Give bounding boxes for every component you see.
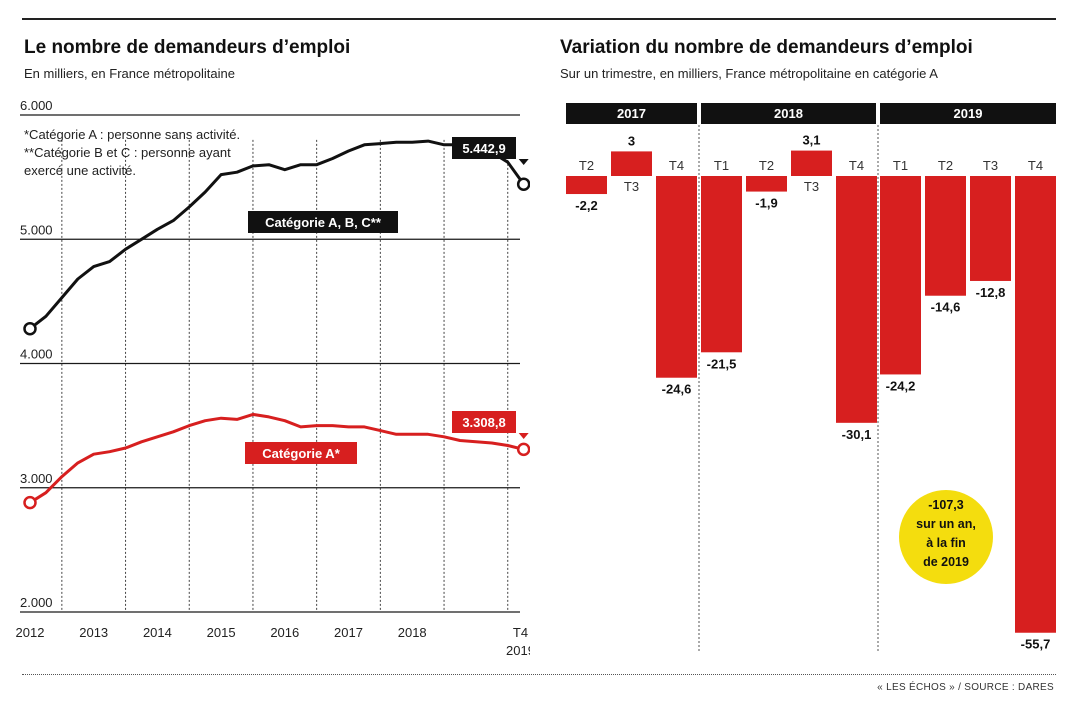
line-chart: 2.000 3.000 4.000 5.000 6.000 2012 2013 2014 201… xyxy=(16,98,530,658)
bar-value-label: -14,6 xyxy=(931,300,961,315)
end-value-label-abc: 5.442,9 xyxy=(452,137,529,165)
bar-category-label: T2 xyxy=(579,158,594,173)
year-label: 2019 xyxy=(954,106,983,121)
series-label-abc: Catégorie A, B, C** xyxy=(248,211,398,233)
end-value-label-a: 3.308,8 xyxy=(452,411,529,439)
bar-value-label: -12,8 xyxy=(976,285,1006,300)
bar xyxy=(656,176,697,378)
bar-value-label: -21,5 xyxy=(707,356,737,371)
footnote-category-a: *Catégorie A : personne sans activité. xyxy=(24,127,241,142)
x-tick-label: T4 xyxy=(513,625,528,640)
bar-category-label: T2 xyxy=(938,158,953,173)
x-tick-label: 2016 xyxy=(270,625,299,640)
bar-chart: 2017 2018 2019 T2 -2,2 T3 3 T4 -24,6 T1 -21,5 T2 -1,… xyxy=(566,103,1056,652)
year-label: 2018 xyxy=(774,106,803,121)
y-tick-label: 4.000 xyxy=(20,347,53,362)
year-header-2019 xyxy=(880,103,1056,124)
x-tick-label: 2013 xyxy=(79,625,108,640)
right-chart-subtitle: Sur un trimestre, en milliers, France mé… xyxy=(560,66,938,81)
bar-category-label: T3 xyxy=(624,179,639,194)
annual-callout-line: -107,3 xyxy=(928,498,963,512)
end-value-label-abc-text: 5.442,9 xyxy=(462,141,505,156)
bar-category-label: T1 xyxy=(714,158,729,173)
bar xyxy=(791,150,832,176)
series-line-a xyxy=(29,412,525,504)
bar-category-label: T3 xyxy=(983,158,998,173)
right-chart-title: Variation du nombre de demandeurs d’empl… xyxy=(560,37,973,58)
footnote-category-bc-line2: exercé une activité. xyxy=(24,163,137,178)
x-tick-label: 2018 xyxy=(398,625,427,640)
bar-value-label: -55,7 xyxy=(1021,637,1051,652)
bar-value-label: 3 xyxy=(628,133,635,148)
left-chart-subtitle: En milliers, en France métropolitaine xyxy=(24,66,235,81)
bar-value-label: -24,6 xyxy=(662,382,692,397)
x-tick-label: 2017 xyxy=(334,625,363,640)
bar xyxy=(880,176,921,375)
bar-category-label: T4 xyxy=(669,158,684,173)
bar-value-label: -2,2 xyxy=(575,198,597,213)
series-label-abc-box xyxy=(248,211,398,233)
bar xyxy=(925,176,966,296)
bottom-rule xyxy=(22,674,1056,675)
annual-callout-circle xyxy=(899,490,993,584)
y-tick-label: 2.000 xyxy=(20,595,53,610)
series-label-abc-text: Catégorie A, B, C** xyxy=(265,215,382,230)
bar-category-label: T1 xyxy=(893,158,908,173)
x-tick-label: 2012 xyxy=(16,625,45,640)
bar-value-label: -30,1 xyxy=(842,427,872,442)
bar-category-label: T2 xyxy=(759,158,774,173)
x-tick-label: 2015 xyxy=(207,625,236,640)
series-end-point xyxy=(516,442,530,457)
bar-value-label: -1,9 xyxy=(755,196,777,211)
year-header-2018 xyxy=(701,103,876,124)
annual-callout-line: à la fin xyxy=(926,536,966,550)
end-value-label-a-text: 3.308,8 xyxy=(462,415,505,430)
end-value-label-abc-box xyxy=(452,137,516,159)
y-tick-label: 5.000 xyxy=(20,222,53,237)
series-start-point xyxy=(23,495,37,510)
series-start-point xyxy=(23,321,37,336)
year-header-2017 xyxy=(566,103,697,124)
bar xyxy=(1015,176,1056,633)
end-value-label-a-pointer xyxy=(518,433,529,439)
bar-category-label: T4 xyxy=(1028,158,1043,173)
bar-value-label: -24,2 xyxy=(886,378,916,393)
bar-value-label: 3,1 xyxy=(802,133,820,148)
annual-callout: -107,3 sur un an, à la fin de 2019 xyxy=(899,490,993,584)
bar xyxy=(746,176,787,192)
bar xyxy=(611,151,652,176)
bar xyxy=(566,176,607,195)
series-label-a: Catégorie A* xyxy=(245,442,357,464)
footnote-category-bc-line1: **Catégorie B et C : personne ayant xyxy=(24,145,231,160)
bar xyxy=(970,176,1011,281)
left-chart-title: Le nombre de demandeurs d’emploi xyxy=(24,37,351,58)
x-tick-label: 2014 xyxy=(143,625,172,640)
bar xyxy=(836,176,877,423)
bar xyxy=(701,176,742,353)
year-label: 2017 xyxy=(617,106,646,121)
bar-category-label: T3 xyxy=(804,179,819,194)
y-tick-label: 6.000 xyxy=(20,98,53,113)
bar-category-label: T4 xyxy=(849,158,864,173)
series-end-point xyxy=(516,177,530,191)
series-label-a-box xyxy=(245,442,357,464)
top-rule xyxy=(22,18,1056,20)
end-value-label-abc-pointer xyxy=(518,159,529,165)
footnotes: *Catégorie A : personne sans activité. *… xyxy=(24,126,240,180)
series-label-a-text: Catégorie A* xyxy=(262,446,340,461)
y-tick-label: 3.000 xyxy=(20,471,53,486)
source-credit: « LES ÉCHOS » / SOURCE : DARES xyxy=(877,682,1054,693)
annual-callout-line: sur un an, xyxy=(916,517,976,531)
annual-callout-line: de 2019 xyxy=(923,555,969,569)
series-line-abc xyxy=(29,139,525,330)
end-value-label-a-box xyxy=(452,411,516,433)
x-tick-sublabel: 2019 xyxy=(506,643,530,658)
